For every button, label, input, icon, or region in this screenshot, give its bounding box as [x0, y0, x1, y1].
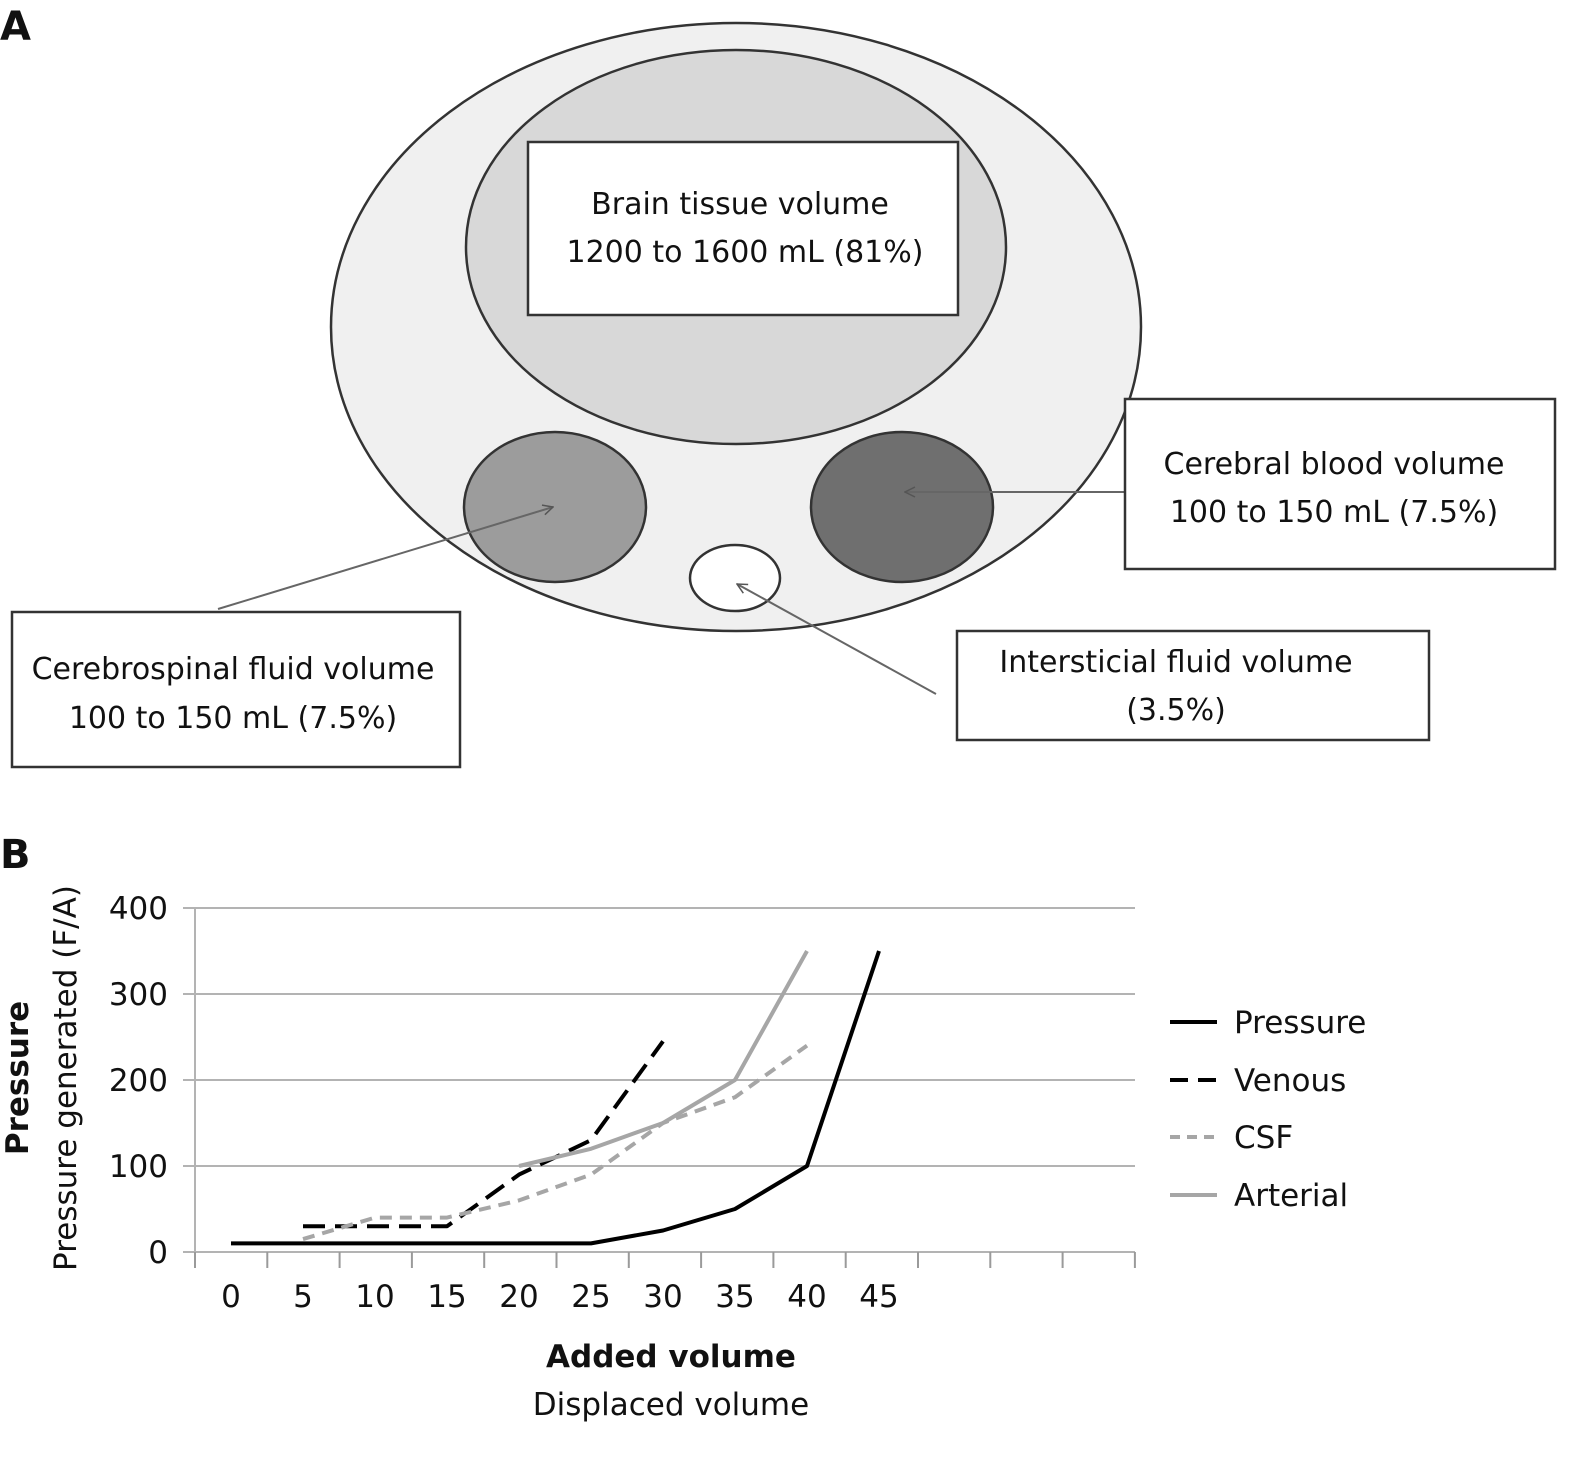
csf-label-line2: 100 to 150 mL (7.5%)	[69, 701, 397, 736]
legend-label-venous: Venous	[1234, 1063, 1346, 1099]
csf-pointer-arrow	[217, 507, 553, 610]
legend-label-csf: CSF	[1234, 1120, 1293, 1156]
legend-label-arterial: Arterial	[1234, 1178, 1348, 1214]
x-tick-label: 0	[221, 1279, 241, 1315]
pressure-volume-chart: 0 100 200 300 400 0 5 10 15 20 25 30 35 40 45 Pressur…	[109, 891, 1367, 1315]
cerebral-blood-label-line2: 100 to 150 mL (7.5%)	[1170, 495, 1498, 530]
x-tick-label: 5	[293, 1279, 313, 1315]
chart-gridlines	[183, 907, 1135, 1253]
series-line-pressure	[231, 950, 881, 1246]
y-axis-subtitle: Pressure generated (F/A)	[48, 885, 84, 1271]
x-tick-label: 25	[571, 1279, 610, 1315]
interstitial-label-line2: (3.5%)	[1126, 693, 1226, 728]
x-tick-label: 40	[787, 1279, 826, 1315]
panel-b-letter: B	[0, 832, 31, 878]
x-axis-title: Added volume	[546, 1339, 796, 1375]
y-tick-label: 0	[148, 1235, 168, 1271]
x-tick-label: 10	[355, 1279, 394, 1315]
brain-tissue-label-line1: Brain tissue volume	[591, 187, 889, 222]
x-tick-label: 35	[715, 1279, 754, 1315]
brain-tissue-label-line2: 1200 to 1600 mL (81%)	[567, 235, 924, 270]
y-tick-label: 200	[109, 1063, 168, 1099]
x-tick-label: 15	[427, 1279, 466, 1315]
cerebral-blood-circle	[809, 430, 995, 584]
series-line-venous	[303, 1040, 665, 1229]
chart-legend: Pressure Venous CSF Arterial	[1170, 1005, 1366, 1214]
series-line-csf	[302, 1043, 809, 1242]
interstitial-label-box: Intersticial fluid volume (3.5%)	[955, 629, 1431, 742]
y-tick-label: 300	[109, 977, 168, 1013]
y-axis-ticks: 0 100 200 300 400	[109, 891, 168, 1271]
legend-label-pressure: Pressure	[1234, 1005, 1366, 1041]
x-tick-label: 45	[859, 1279, 898, 1315]
cerebral-blood-label-box: Cerebral blood volume 100 to 150 mL (7.5…	[1123, 397, 1557, 571]
csf-label-box: Cerebrospinal fluid volume 100 to 150 mL…	[10, 610, 462, 769]
x-axis-subtitle: Displaced volume	[533, 1387, 809, 1423]
cerebral-blood-label-line1: Cerebral blood volume	[1164, 447, 1505, 482]
y-axis-title: Pressure	[0, 1001, 36, 1155]
x-axis: 0 5 10 15 20 25 30 35 40 45	[194, 1252, 1136, 1315]
interstitial-label-line1: Intersticial fluid volume	[999, 645, 1352, 680]
panel-a-letter: A	[0, 4, 31, 50]
chart-series	[231, 950, 881, 1246]
brain-tissue-label-box: Brain tissue volume 1200 to 1600 mL (81%…	[526, 140, 960, 317]
interstitial-pointer-arrow	[737, 583, 937, 695]
x-tick-label: 20	[499, 1279, 538, 1315]
csf-circle	[462, 430, 648, 584]
series-line-arterial	[518, 950, 809, 1168]
x-tick-label: 30	[643, 1279, 682, 1315]
csf-label-line1: Cerebrospinal fluid volume	[32, 652, 435, 687]
y-tick-label: 400	[109, 891, 168, 927]
y-tick-label: 100	[109, 1149, 168, 1185]
